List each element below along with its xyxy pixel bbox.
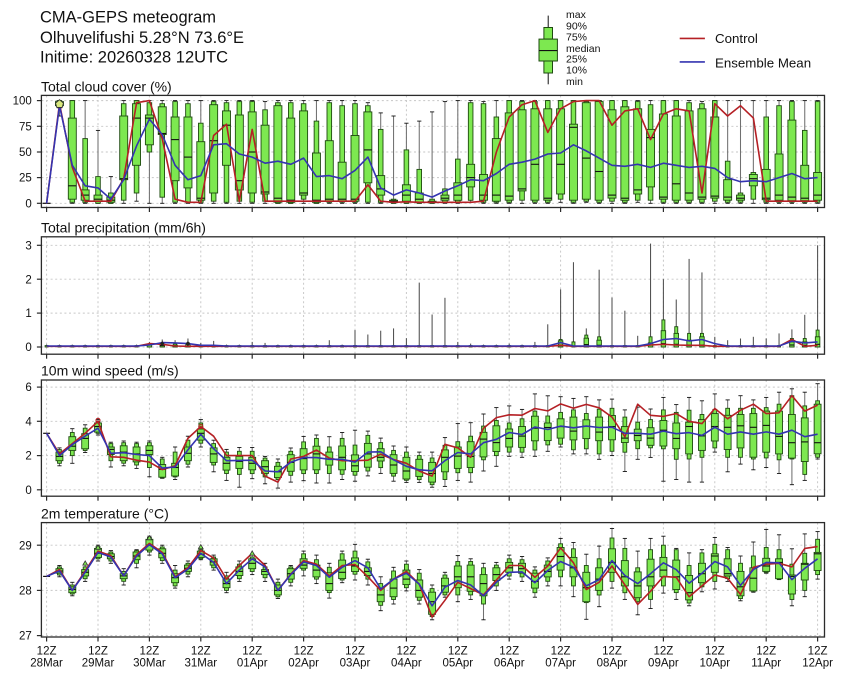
svg-text:Total precipitation (mm/6h): Total precipitation (mm/6h) <box>41 220 206 236</box>
svg-text:30Mar: 30Mar <box>133 657 166 669</box>
svg-text:04Apr: 04Apr <box>391 657 422 669</box>
svg-text:12Z: 12Z <box>499 645 519 657</box>
svg-text:CMA-GEPS meteogram: CMA-GEPS meteogram <box>40 9 216 27</box>
svg-text:28: 28 <box>19 586 32 598</box>
svg-text:12Z: 12Z <box>808 645 828 657</box>
svg-text:12Z: 12Z <box>653 645 673 657</box>
svg-text:08Apr: 08Apr <box>597 657 628 669</box>
svg-text:12Apr: 12Apr <box>802 657 833 669</box>
svg-text:Olhuvelifushi 5.28°N 73.6°E: Olhuvelifushi 5.28°N 73.6°E <box>40 29 244 47</box>
svg-text:27: 27 <box>19 631 32 643</box>
svg-text:12Z: 12Z <box>551 645 571 657</box>
svg-text:12Z: 12Z <box>88 645 108 657</box>
svg-text:12Z: 12Z <box>139 645 159 657</box>
svg-text:12Z: 12Z <box>345 645 365 657</box>
svg-text:Initime: 20260328 12UTC: Initime: 20260328 12UTC <box>40 49 228 67</box>
svg-text:31Mar: 31Mar <box>184 657 217 669</box>
svg-text:6: 6 <box>25 382 31 394</box>
svg-text:12Z: 12Z <box>756 645 776 657</box>
svg-text:0: 0 <box>25 485 31 497</box>
svg-text:12Z: 12Z <box>294 645 314 657</box>
svg-text:01Apr: 01Apr <box>237 657 268 669</box>
svg-text:09Apr: 09Apr <box>648 657 679 669</box>
svg-text:0: 0 <box>25 342 31 354</box>
svg-text:1: 1 <box>25 308 31 320</box>
svg-text:2: 2 <box>25 274 31 286</box>
svg-text:0: 0 <box>25 198 31 210</box>
svg-text:05Apr: 05Apr <box>442 657 473 669</box>
svg-text:03Apr: 03Apr <box>340 657 371 669</box>
svg-text:29Mar: 29Mar <box>82 657 115 669</box>
svg-text:10Apr: 10Apr <box>699 657 730 669</box>
svg-text:10m wind speed (m/s): 10m wind speed (m/s) <box>41 363 179 379</box>
svg-text:29: 29 <box>19 540 32 552</box>
svg-text:12Z: 12Z <box>242 645 262 657</box>
svg-text:75: 75 <box>19 121 32 133</box>
svg-text:02Apr: 02Apr <box>288 657 319 669</box>
svg-text:Ensemble Mean: Ensemble Mean <box>715 55 811 70</box>
svg-text:11Apr: 11Apr <box>751 657 781 669</box>
svg-text:25: 25 <box>19 173 32 185</box>
svg-text:3: 3 <box>25 240 31 252</box>
svg-text:100: 100 <box>13 96 32 108</box>
svg-text:2m temperature (°C): 2m temperature (°C) <box>41 505 169 521</box>
svg-text:06Apr: 06Apr <box>494 657 525 669</box>
svg-text:25%: 25% <box>566 54 587 66</box>
svg-text:12Z: 12Z <box>602 645 622 657</box>
svg-text:75%: 75% <box>566 31 587 43</box>
svg-text:Total cloud cover (%): Total cloud cover (%) <box>41 79 172 95</box>
svg-text:Control: Control <box>715 31 758 46</box>
svg-text:12Z: 12Z <box>191 645 211 657</box>
svg-text:12Z: 12Z <box>37 645 57 657</box>
svg-text:12Z: 12Z <box>448 645 468 657</box>
svg-text:2: 2 <box>25 451 31 463</box>
svg-text:90%: 90% <box>566 20 587 32</box>
svg-text:12Z: 12Z <box>705 645 725 657</box>
svg-text:min: min <box>566 76 583 88</box>
svg-text:max: max <box>566 9 587 21</box>
svg-text:50: 50 <box>19 147 32 159</box>
svg-text:median: median <box>566 43 601 55</box>
svg-text:10%: 10% <box>566 65 587 77</box>
svg-text:12Z: 12Z <box>396 645 416 657</box>
svg-text:28Mar: 28Mar <box>30 657 63 669</box>
svg-text:07Apr: 07Apr <box>545 657 576 669</box>
svg-text:4: 4 <box>25 416 32 428</box>
